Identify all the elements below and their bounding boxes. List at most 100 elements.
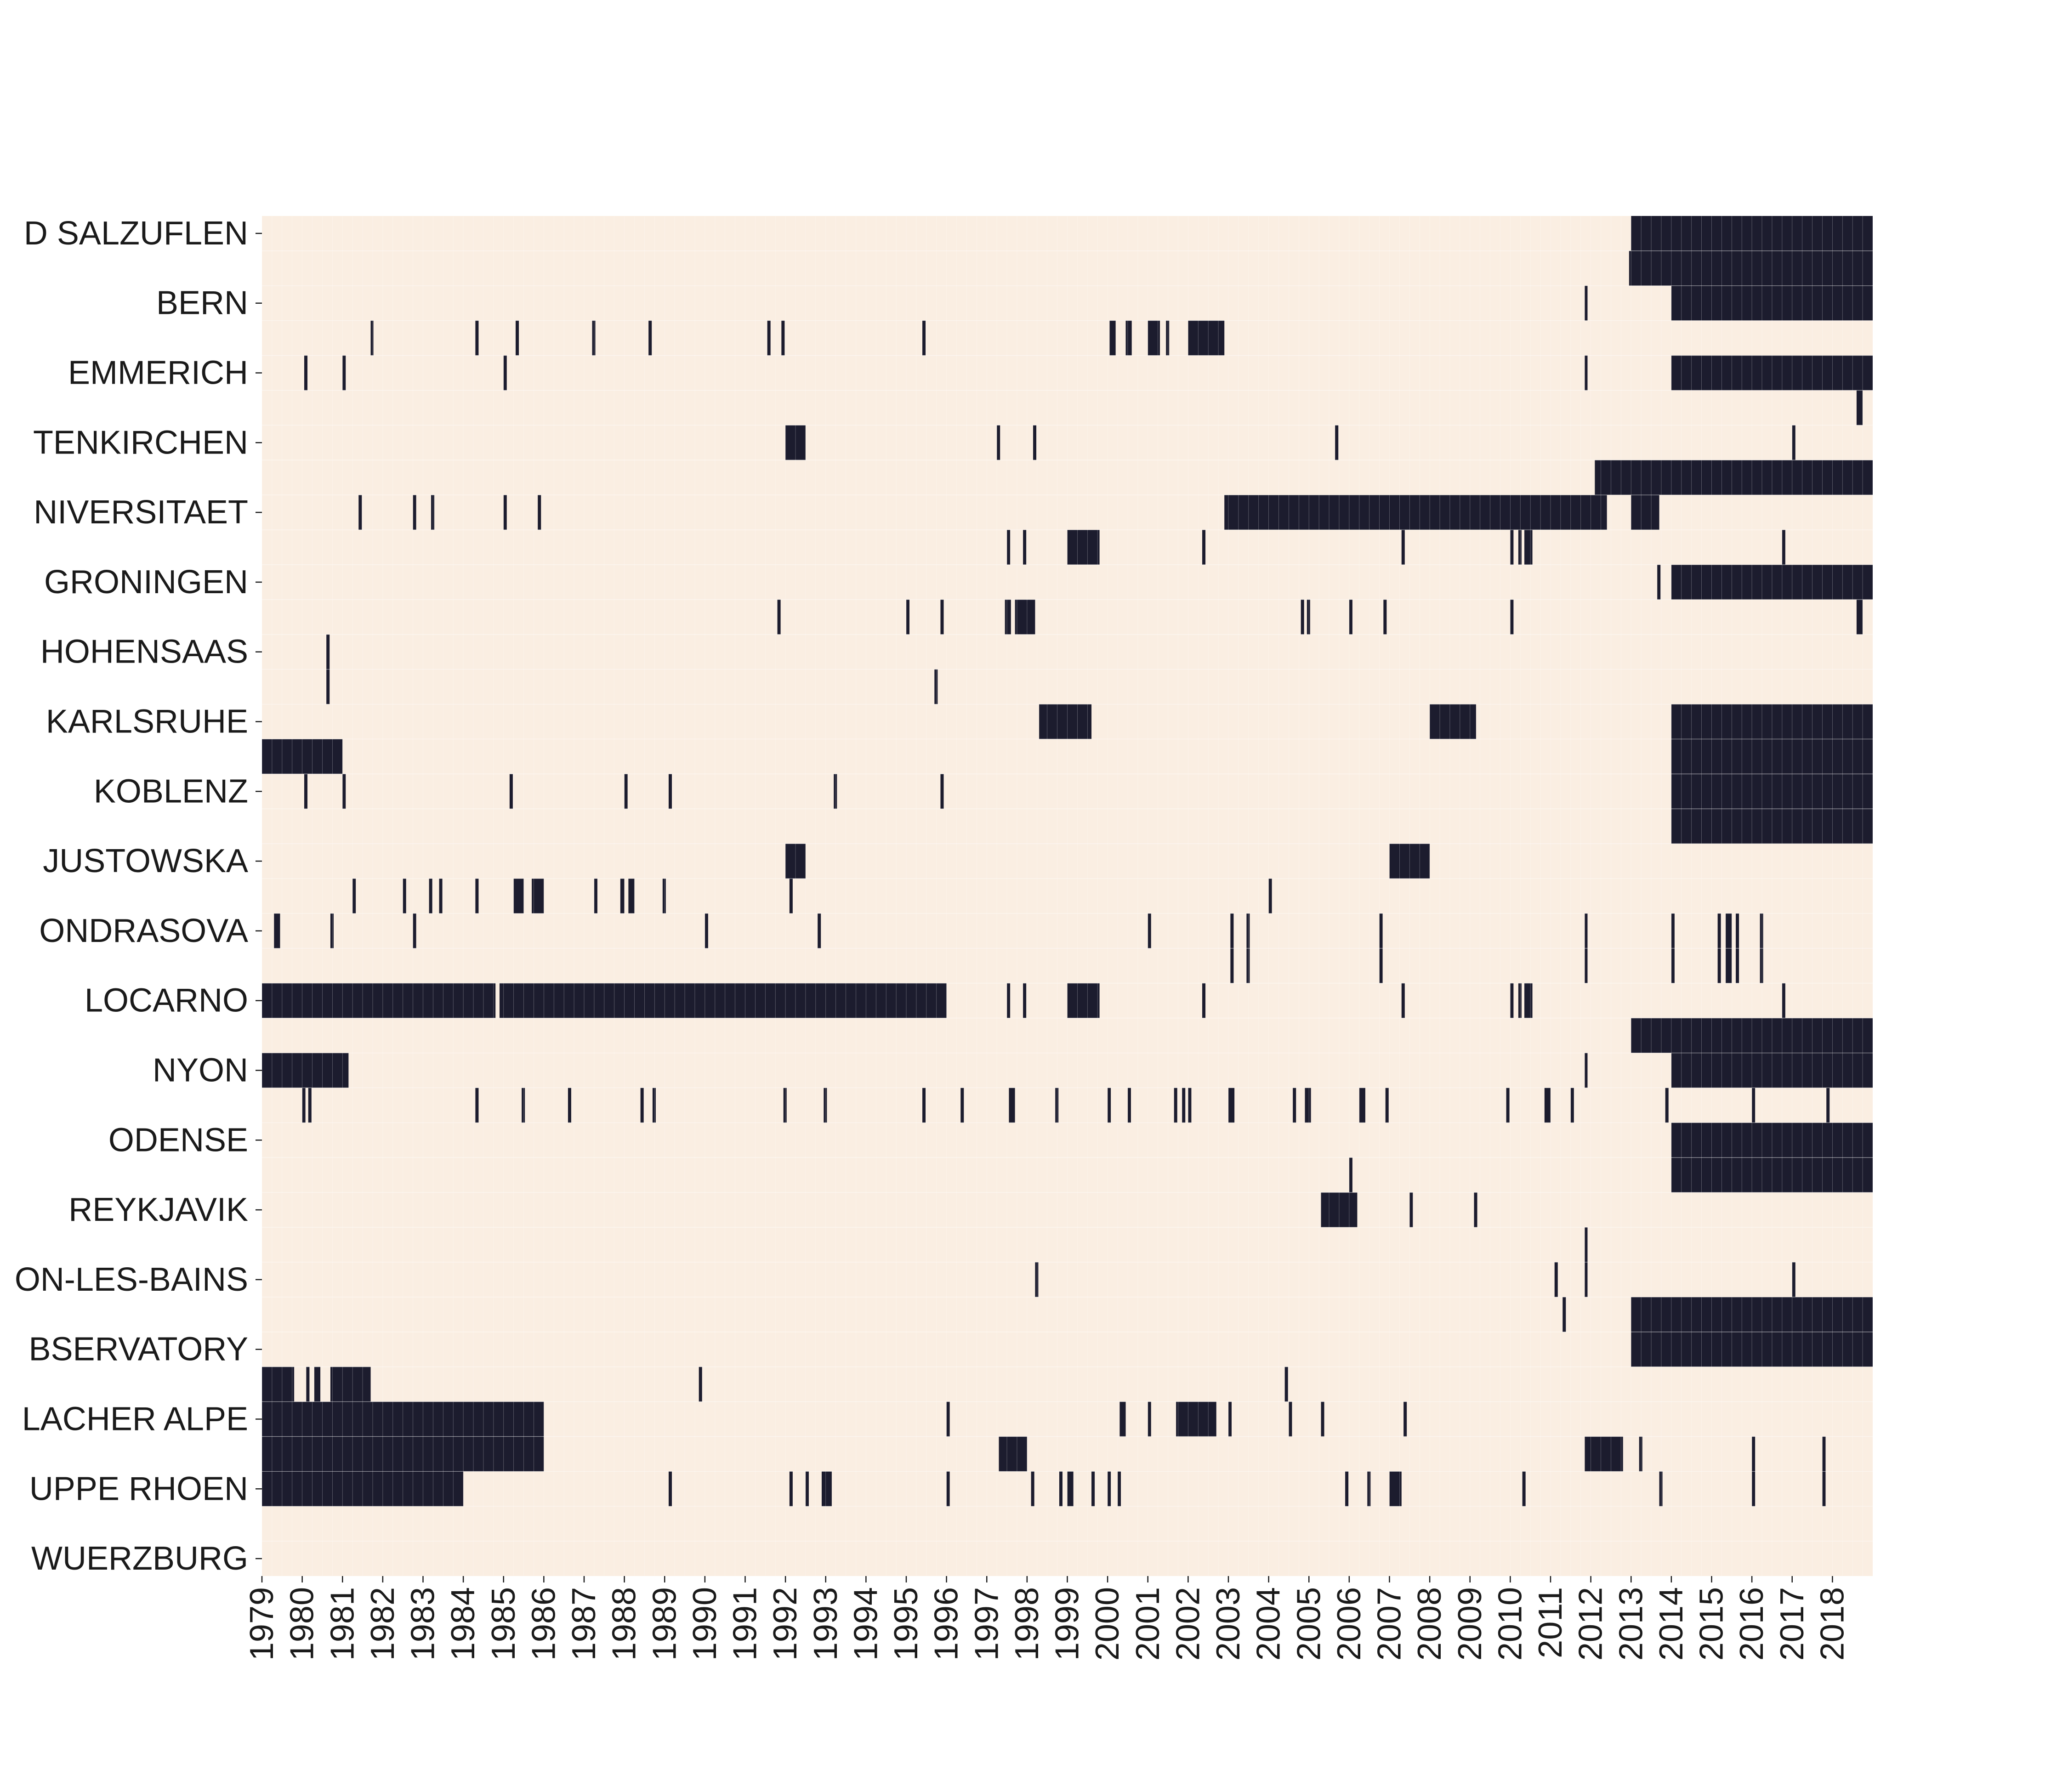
data-cell xyxy=(326,669,330,704)
data-cell xyxy=(1717,948,1721,983)
x-tick-label: 1999 xyxy=(1049,1587,1086,1661)
data-cell xyxy=(592,320,596,356)
data-cell xyxy=(1631,1297,1873,1332)
x-tick-label: 2018 xyxy=(1814,1587,1851,1661)
data-cell xyxy=(1524,983,1533,1018)
data-cell xyxy=(1657,564,1661,600)
data-cell xyxy=(1671,774,1873,809)
data-cell xyxy=(1148,913,1151,948)
data-cell xyxy=(513,879,524,913)
x-tick-label: 2004 xyxy=(1250,1587,1287,1661)
data-cell xyxy=(824,1088,827,1123)
heatmap-grid xyxy=(261,216,1873,1576)
data-cell xyxy=(1524,530,1533,565)
x-tick-label: 1993 xyxy=(807,1587,844,1661)
y-tick-label: BSERVATORY xyxy=(28,1331,248,1368)
x-tick-label: 1982 xyxy=(364,1587,401,1661)
data-cell xyxy=(1389,1471,1402,1507)
data-cell xyxy=(648,320,652,356)
y-tick-label: KARLSRUHE xyxy=(46,703,248,740)
data-cell xyxy=(1629,250,1873,286)
data-cell xyxy=(429,879,432,913)
y-tick-label: REYKJAVIK xyxy=(68,1191,248,1228)
x-tick-label: 1992 xyxy=(767,1587,804,1661)
x-tick-label: 2002 xyxy=(1170,1587,1206,1661)
x-tick-label: 1989 xyxy=(646,1587,683,1661)
data-cell xyxy=(922,1088,926,1123)
data-cell xyxy=(1671,809,1873,844)
y-tick-label: NYON xyxy=(153,1052,248,1089)
data-cell xyxy=(669,774,672,809)
data-cell xyxy=(262,1471,464,1507)
data-cell xyxy=(1067,1471,1074,1507)
data-cell xyxy=(781,320,785,356)
data-cell xyxy=(1321,1401,1324,1437)
data-cell xyxy=(1671,1053,1873,1088)
data-cell xyxy=(262,983,496,1018)
data-cell xyxy=(1349,1157,1352,1193)
data-cell xyxy=(1007,530,1011,565)
data-cell xyxy=(1726,913,1732,948)
data-cell xyxy=(1782,983,1785,1018)
data-cell xyxy=(1671,285,1873,321)
y-tick-label: NIVERSITAET xyxy=(34,494,248,531)
data-cell xyxy=(1760,948,1763,983)
data-cell xyxy=(1631,1332,1873,1367)
data-cell xyxy=(997,425,1000,460)
data-cell xyxy=(358,495,362,530)
data-cell xyxy=(509,774,513,809)
data-cell xyxy=(834,774,837,809)
x-tick-label: 2016 xyxy=(1733,1587,1770,1661)
data-cell xyxy=(532,879,544,913)
data-cell xyxy=(783,1088,787,1123)
data-cell xyxy=(652,1088,656,1123)
y-tick-label: JUSTOWSKA xyxy=(43,843,248,879)
data-cell xyxy=(1792,425,1795,460)
data-cell xyxy=(1307,599,1310,635)
data-cell xyxy=(262,1053,349,1088)
data-cell xyxy=(1510,599,1514,635)
data-cell xyxy=(1585,1227,1588,1262)
data-cell xyxy=(499,983,947,1018)
data-cell xyxy=(1166,320,1170,356)
data-cell xyxy=(342,774,346,809)
data-cell xyxy=(413,913,416,948)
data-cell xyxy=(352,879,356,913)
y-tick-label: WUERZBURG xyxy=(31,1540,248,1577)
x-tick-label: 1994 xyxy=(847,1587,884,1661)
data-cell xyxy=(503,495,507,530)
data-cell xyxy=(906,599,910,635)
data-cell xyxy=(1585,1436,1623,1472)
data-cell xyxy=(1585,1262,1588,1297)
data-cell xyxy=(1671,739,1873,774)
data-cell xyxy=(1109,320,1116,356)
data-cell xyxy=(1230,913,1234,948)
data-cell xyxy=(1736,948,1739,983)
data-cell xyxy=(1059,1471,1062,1507)
data-cell xyxy=(1383,599,1387,635)
data-cell xyxy=(1023,983,1027,1018)
data-cell xyxy=(1148,1401,1151,1437)
data-cell xyxy=(1182,1088,1186,1123)
x-tick-label: 2013 xyxy=(1613,1587,1649,1661)
data-cell xyxy=(1009,1088,1015,1123)
data-cell xyxy=(475,879,479,913)
data-cell xyxy=(1585,1053,1588,1088)
x-tick-label: 1979 xyxy=(244,1587,280,1661)
data-cell xyxy=(620,879,625,913)
data-cell xyxy=(1570,1088,1574,1123)
data-cell xyxy=(403,879,406,913)
y-tick-label: UPPE RHOEN xyxy=(29,1470,248,1507)
x-tick-label: 1984 xyxy=(445,1587,482,1661)
data-cell xyxy=(1752,1436,1756,1472)
data-cell xyxy=(1202,530,1206,565)
data-cell xyxy=(262,1367,295,1402)
data-cell xyxy=(785,844,806,879)
data-cell xyxy=(1562,1297,1566,1332)
data-cell xyxy=(1188,1088,1192,1123)
data-cell xyxy=(1246,948,1250,983)
data-cell xyxy=(922,320,926,356)
x-tick-label: 1998 xyxy=(1009,1587,1045,1661)
data-cell xyxy=(1671,355,1873,391)
